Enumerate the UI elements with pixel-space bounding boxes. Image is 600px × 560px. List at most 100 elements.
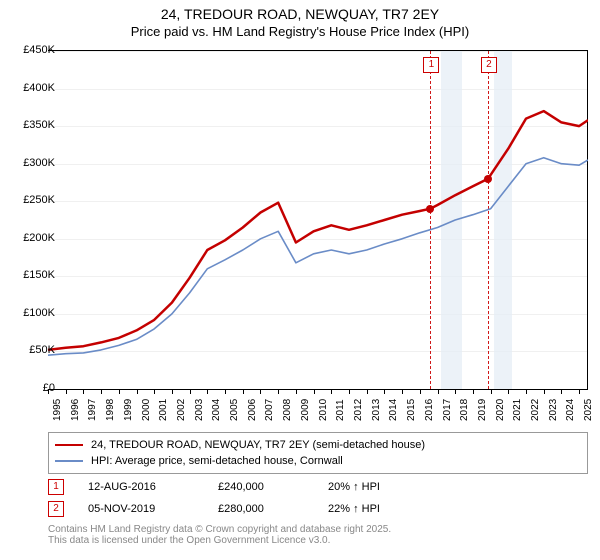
x-tick-mark [402,389,403,394]
title-line-1: 24, TREDOUR ROAD, NEWQUAY, TR7 2EY [0,6,600,22]
x-tick-mark [278,389,279,394]
price-paid-dot [426,205,434,213]
chart-plot-area: 1995199619971998199920002001200220032004… [48,50,588,390]
event-marker-label: 2 [481,57,497,73]
x-tick-label: 2025 [583,399,594,421]
x-tick-label: 2004 [211,399,222,421]
y-tick-label: £150K [11,269,55,281]
x-tick-label: 1995 [52,399,63,421]
x-tick-mark [119,389,120,394]
x-tick-mark [544,389,545,394]
legend-label: HPI: Average price, semi-detached house,… [91,455,343,467]
x-tick-mark [367,389,368,394]
x-tick-label: 2022 [530,399,541,421]
series-line-hpi [48,158,588,356]
x-tick-mark [101,389,102,394]
x-tick-mark [207,389,208,394]
y-tick-label: £200K [11,232,55,244]
y-tick-label: £250K [11,194,55,206]
x-tick-label: 2010 [318,399,329,421]
x-tick-label: 2003 [194,399,205,421]
y-tick-label: £100K [11,307,55,319]
x-tick-mark [137,389,138,394]
x-tick-mark [384,389,385,394]
x-tick-mark [473,389,474,394]
x-tick-mark [579,389,580,394]
x-tick-label: 2015 [406,399,417,421]
x-tick-mark [349,389,350,394]
x-tick-label: 2007 [264,399,275,421]
x-tick-mark [154,389,155,394]
x-tick-label: 2019 [477,399,488,421]
x-tick-mark [66,389,67,394]
footer-attribution: Contains HM Land Registry data © Crown c… [48,524,588,546]
x-tick-mark [190,389,191,394]
x-tick-label: 2002 [176,399,187,421]
event-price: £280,000 [218,503,328,515]
footer-line-1: Contains HM Land Registry data © Crown c… [48,524,588,535]
x-tick-label: 2024 [565,399,576,421]
event-date: 05-NOV-2019 [88,503,218,515]
x-tick-label: 2018 [459,399,470,421]
legend-row: 24, TREDOUR ROAD, NEWQUAY, TR7 2EY (semi… [55,437,581,453]
event-number-box: 2 [48,501,64,517]
x-tick-label: 2012 [353,399,364,421]
event-hpi-delta: 22% ↑ HPI [328,503,380,515]
x-tick-label: 2023 [548,399,559,421]
y-tick-label: £450K [11,44,55,56]
event-date: 12-AUG-2016 [88,481,218,493]
x-tick-mark [526,389,527,394]
x-tick-label: 2008 [282,399,293,421]
chart-container: 24, TREDOUR ROAD, NEWQUAY, TR7 2EY Price… [0,0,600,560]
x-tick-mark [438,389,439,394]
y-tick-label: £0 [11,382,55,394]
event-table: 1 12-AUG-2016£240,00020% ↑ HPI 2 05-NOV-201… [48,476,588,520]
x-tick-mark [561,389,562,394]
x-tick-label: 2011 [335,399,346,421]
x-tick-mark [331,389,332,394]
x-tick-mark [420,389,421,394]
x-tick-mark [455,389,456,394]
event-row: 1 12-AUG-2016£240,00020% ↑ HPI [48,476,588,498]
x-tick-label: 2000 [141,399,152,421]
legend-row: HPI: Average price, semi-detached house,… [55,453,581,469]
x-tick-mark [491,389,492,394]
x-tick-mark [508,389,509,394]
x-tick-label: 2016 [424,399,435,421]
event-row: 2 05-NOV-2019£280,00022% ↑ HPI [48,498,588,520]
event-number-box: 1 [48,479,64,495]
x-tick-label: 1997 [87,399,98,421]
x-tick-mark [172,389,173,394]
legend-box: 24, TREDOUR ROAD, NEWQUAY, TR7 2EY (semi… [48,432,588,474]
x-tick-label: 2014 [388,399,399,421]
y-tick-label: £300K [11,157,55,169]
x-tick-mark [243,389,244,394]
title-line-2: Price paid vs. HM Land Registry's House … [0,24,600,39]
y-tick-label: £400K [11,82,55,94]
line-series-svg [48,51,588,391]
x-tick-mark [225,389,226,394]
x-tick-label: 2013 [371,399,382,421]
x-tick-label: 2020 [495,399,506,421]
y-tick-label: £50K [11,344,55,356]
price-paid-dot [484,175,492,183]
footer-line-2: This data is licensed under the Open Gov… [48,535,588,546]
x-tick-mark [314,389,315,394]
x-tick-mark [296,389,297,394]
x-tick-mark [83,389,84,394]
x-tick-label: 1998 [105,399,116,421]
legend-swatch [55,460,83,462]
y-tick-label: £350K [11,119,55,131]
x-tick-label: 2005 [229,399,240,421]
legend-label: 24, TREDOUR ROAD, NEWQUAY, TR7 2EY (semi… [91,439,425,451]
event-price: £240,000 [218,481,328,493]
x-tick-label: 2001 [158,399,169,421]
x-tick-label: 2006 [247,399,258,421]
legend-swatch [55,444,83,447]
series-line-property [48,111,588,350]
x-tick-label: 1996 [70,399,81,421]
x-tick-label: 2021 [512,399,523,421]
x-tick-label: 2017 [442,399,453,421]
event-hpi-delta: 20% ↑ HPI [328,481,380,493]
x-tick-label: 1999 [123,399,134,421]
